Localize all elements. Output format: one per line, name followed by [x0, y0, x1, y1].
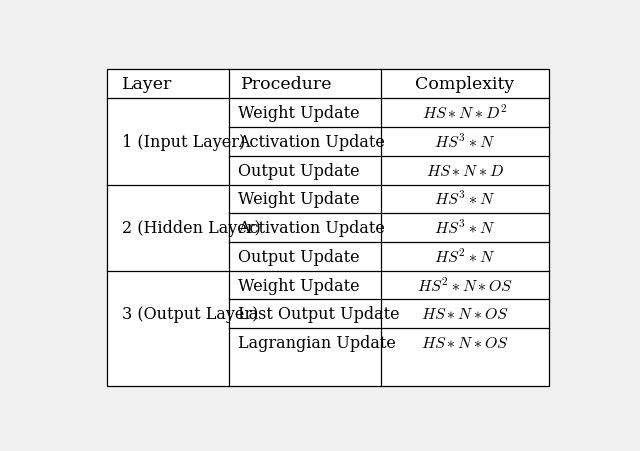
Text: Weight Update: Weight Update [238, 191, 360, 208]
Text: Weight Update: Weight Update [238, 105, 360, 122]
Text: $HS*N*OS$: $HS*N*OS$ [421, 334, 509, 351]
Text: $HS*N*D^2$: $HS*N*D^2$ [422, 104, 508, 123]
Text: $HS^2*N$: $HS^2*N$ [435, 248, 495, 266]
Text: Procedure: Procedure [241, 76, 332, 93]
Text: Complexity: Complexity [415, 76, 515, 93]
Text: Output Update: Output Update [238, 162, 360, 179]
Text: Last Output Update: Last Output Update [238, 306, 399, 322]
Bar [108, 70, 548, 386]
Text: Activation Update: Activation Update [238, 220, 385, 237]
Text: Lagrangian Update: Lagrangian Update [238, 334, 396, 351]
Text: Output Update: Output Update [238, 249, 360, 265]
Text: $HS*N*D$: $HS*N*D$ [426, 162, 504, 179]
Text: $HS^2*N*OS$: $HS^2*N*OS$ [417, 276, 513, 295]
Text: 2 (Hidden Layer): 2 (Hidden Layer) [122, 220, 260, 237]
Text: Activation Update: Activation Update [238, 133, 385, 151]
Text: $HS^3*N$: $HS^3*N$ [435, 133, 495, 152]
Text: $HS^3*N$: $HS^3*N$ [435, 219, 495, 237]
Text: 3 (Output Layer): 3 (Output Layer) [122, 306, 258, 322]
Text: $HS*N*OS$: $HS*N*OS$ [421, 306, 509, 322]
Text: Weight Update: Weight Update [238, 277, 360, 294]
Text: 1 (Input Layer): 1 (Input Layer) [122, 133, 245, 151]
Text: $HS^3*N$: $HS^3*N$ [435, 190, 495, 209]
Text: Layer: Layer [122, 76, 172, 93]
Bar [108, 70, 548, 386]
